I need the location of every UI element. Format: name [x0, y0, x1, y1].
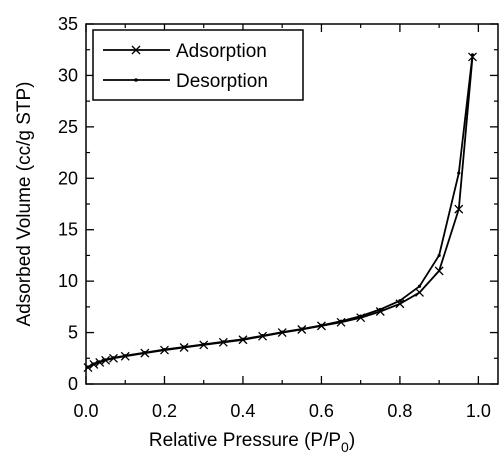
x-tick-label: 0.4	[230, 401, 255, 421]
data-point-desorption	[319, 323, 324, 327]
data-point-adsorption	[434, 266, 444, 276]
legend-item-desorption: Desorption	[103, 71, 268, 92]
data-point-desorption	[111, 356, 116, 360]
y-tick-label: 0	[68, 374, 78, 394]
y-tick-label: 25	[58, 117, 78, 137]
tick-labels: 0.0 0.2 0.4 0.6 0.8 1.0 0 5 10 15 20 25 30 35	[58, 14, 491, 421]
y-tick-label: 20	[58, 168, 78, 188]
y-axis-label: Adsorbed Volume (cc/g STP)	[14, 82, 35, 327]
legend: Adsorption Desorption	[92, 29, 304, 101]
legend-label-adsorption: Adsorption	[176, 41, 267, 62]
y-tick-label: 10	[58, 271, 78, 291]
legend-label-desorption: Desorption	[176, 71, 268, 92]
data-point-desorption	[470, 53, 475, 57]
plot-frame	[85, 23, 499, 385]
data-point-desorption	[398, 299, 402, 303]
data-point-desorption	[162, 347, 167, 352]
series-line-desorption	[87, 54, 474, 368]
data-point-desorption	[123, 354, 127, 358]
data-point-desorption	[221, 340, 225, 344]
x-axis-label-end: )	[349, 430, 355, 451]
x-axis-label-main: Relative Pressure (P/P	[149, 430, 341, 451]
data-point-desorption	[339, 319, 343, 323]
data-point-desorption	[86, 365, 90, 369]
y-tick-label: 35	[58, 14, 78, 34]
data-point-desorption	[300, 327, 304, 331]
series-layer	[83, 52, 477, 373]
data-point-desorption	[98, 360, 102, 364]
x-tick-label: 0.8	[387, 401, 412, 421]
y-tick-label: 30	[58, 65, 78, 85]
legend-x-marker-icon	[131, 45, 141, 55]
x-tick-label: 0.2	[152, 401, 177, 421]
data-point-desorption	[457, 171, 461, 175]
data-point-desorption	[241, 337, 245, 341]
data-point-desorption	[182, 345, 186, 349]
x-tick-label: 1.0	[466, 401, 491, 421]
y-tick-label: 15	[58, 220, 78, 240]
data-point-adsorption	[454, 204, 464, 214]
x-tick-label: 0.6	[309, 401, 334, 421]
data-point-adsorption	[415, 287, 424, 297]
data-point-desorption	[417, 284, 422, 288]
data-point-desorption	[437, 253, 441, 258]
data-point-desorption	[378, 307, 382, 312]
legend-dot-marker-icon	[134, 78, 138, 82]
legend-item-adsorption: Adsorption	[103, 41, 267, 62]
data-point-desorption	[143, 351, 147, 355]
x-axis-label-subscript: 0	[341, 439, 349, 455]
x-tick-label: 0.0	[73, 401, 98, 421]
data-point-desorption	[202, 342, 206, 346]
data-point-desorption	[280, 330, 284, 334]
data-point-desorption	[359, 314, 363, 318]
y-tick-label: 5	[68, 323, 78, 343]
data-point-desorption	[104, 358, 108, 362]
x-axis-label: Relative Pressure (P/P0)	[149, 430, 355, 455]
series-line-adsorption	[87, 56, 474, 369]
data-point-desorption	[92, 362, 96, 366]
legend-box	[92, 29, 304, 101]
data-point-desorption	[260, 334, 265, 338]
